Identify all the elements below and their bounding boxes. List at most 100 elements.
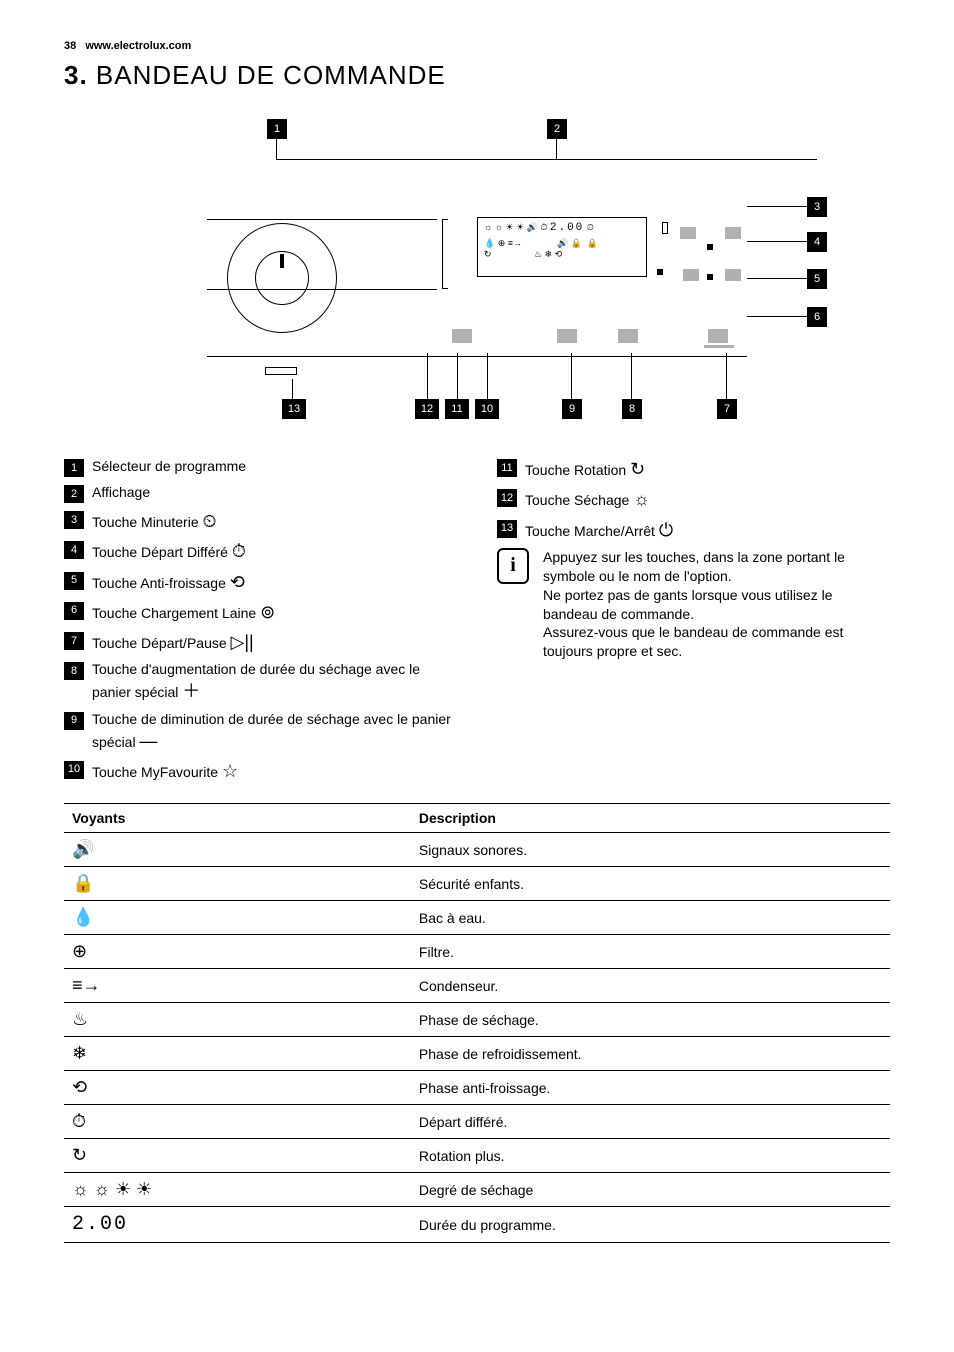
voyant-desc: Bac à eau. bbox=[411, 901, 890, 935]
legend-item: 10Touche MyFavourite ☆ bbox=[64, 759, 457, 783]
legend-icon: ↻ bbox=[630, 457, 645, 481]
grey-button bbox=[557, 329, 577, 343]
knob-pointer bbox=[280, 254, 284, 268]
legend-item: 9Touche de diminution de durée de séchag… bbox=[64, 710, 457, 753]
voyant-icon: ⊕ bbox=[72, 941, 87, 962]
legend-icon: ☆ bbox=[222, 759, 238, 783]
callout-12: 12 bbox=[415, 399, 439, 419]
legend-num: 13 bbox=[497, 520, 517, 538]
legend-text: Touche Minuterie ⏲ bbox=[92, 509, 457, 533]
grey-block bbox=[680, 227, 696, 239]
callout-line bbox=[571, 353, 572, 399]
voyant-icon: ⟲ bbox=[72, 1077, 87, 1098]
bracket bbox=[442, 219, 448, 289]
info-text: Appuyez sur les touches, dans la zone po… bbox=[543, 548, 890, 661]
voyant-desc: Phase de refroidissement. bbox=[411, 1037, 890, 1071]
callout-line bbox=[427, 353, 428, 399]
legend-text: Touche MyFavourite ☆ bbox=[92, 759, 457, 783]
voyant-icon-cell: 2.00 bbox=[64, 1207, 411, 1243]
legend-num: 5 bbox=[64, 572, 84, 590]
voyant-desc: Filtre. bbox=[411, 935, 890, 969]
voyant-icon: ☼ ☼ ☀ ☀ bbox=[72, 1179, 152, 1200]
table-row: ⊕ Filtre. bbox=[64, 935, 890, 969]
section-title: 3. BANDEAU DE COMMANDE bbox=[64, 60, 890, 91]
voyant-icon-cell: ☼ ☼ ☀ ☀ bbox=[64, 1173, 411, 1207]
voyant-desc: Durée du programme. bbox=[411, 1207, 890, 1243]
callout-3: 3 bbox=[807, 197, 827, 217]
callout-8: 8 bbox=[622, 399, 642, 419]
callout-6: 6 bbox=[807, 307, 827, 327]
legend-item: 4Touche Départ Différé ⏱ bbox=[64, 539, 457, 563]
legend-icon: ＋ bbox=[182, 679, 200, 703]
legend-num: 11 bbox=[497, 459, 517, 477]
dot bbox=[707, 244, 713, 250]
voyant-icon-cell: 💧 bbox=[64, 901, 411, 935]
legend-icon: — bbox=[139, 729, 157, 753]
legend-item: 5Touche Anti-froissage ⟲ bbox=[64, 570, 457, 594]
legend-num: 9 bbox=[64, 712, 84, 730]
site-url: www.electrolux.com bbox=[85, 40, 191, 52]
legend-text: Touche Départ Différé ⏱ bbox=[92, 539, 457, 563]
legend-item: 12Touche Séchage ☼ bbox=[497, 487, 890, 511]
callout-4: 4 bbox=[807, 232, 827, 252]
callout-9: 9 bbox=[562, 399, 582, 419]
voyant-desc: Rotation plus. bbox=[411, 1139, 890, 1173]
knob-center bbox=[255, 251, 309, 305]
legend: 1Sélecteur de programme2Affichage3Touche… bbox=[64, 457, 890, 789]
callout-line bbox=[276, 139, 277, 159]
table-row: ❄ Phase de refroidissement. bbox=[64, 1037, 890, 1071]
callout-line bbox=[747, 278, 807, 279]
grey-button bbox=[708, 329, 728, 343]
page-header: 38 www.electrolux.com bbox=[64, 40, 890, 52]
callout-11: 11 bbox=[445, 399, 469, 419]
dot bbox=[657, 269, 663, 275]
callout-line bbox=[457, 353, 458, 399]
legend-num: 7 bbox=[64, 632, 84, 650]
voyant-icon-cell: ⊕ bbox=[64, 935, 411, 969]
callout-line bbox=[747, 206, 807, 207]
table-row: 2.00Durée du programme. bbox=[64, 1207, 890, 1243]
voyant-desc: Condenseur. bbox=[411, 969, 890, 1003]
legend-item: 1Sélecteur de programme bbox=[64, 457, 457, 477]
voyant-desc: Degré de séchage bbox=[411, 1173, 890, 1207]
legend-item: 6Touche Chargement Laine ⊚ bbox=[64, 600, 457, 624]
grey-block bbox=[725, 227, 741, 239]
display-panel: ☼ ☼ ☀ ☀ 🔊 ⏱ 2.00 ⏲ 💧 ⊕ ≡→ 🔊 🔒 🔒 ↻ ♨ ❄ ⟲ bbox=[477, 217, 647, 277]
callout-line bbox=[556, 159, 817, 160]
voyant-desc: Phase anti-froissage. bbox=[411, 1071, 890, 1105]
legend-item: 8Touche d'augmentation de durée du sécha… bbox=[64, 660, 457, 703]
voyants-table: Voyants Description 🔊Signaux sonores.🔒Sé… bbox=[64, 803, 890, 1243]
legend-icon: ⊚ bbox=[260, 600, 275, 624]
callout-2: 2 bbox=[547, 119, 567, 139]
voyant-icon: ≡→ bbox=[72, 975, 101, 996]
display-icons-row2: 💧 ⊕ ≡→ 🔊 🔒 🔒 bbox=[478, 238, 646, 249]
info-box: i Appuyez sur les touches, dans la zone … bbox=[497, 548, 890, 661]
display-icons-row: ☼ ☼ ☀ ☀ 🔊 ⏱ 2.00 ⏲ bbox=[478, 218, 646, 238]
legend-icon: ⏱ bbox=[232, 539, 246, 563]
display-icons-row3: ↻ ♨ ❄ ⟲ bbox=[478, 249, 646, 260]
voyant-icon: ❄ bbox=[72, 1043, 87, 1064]
legend-text: Touche Départ/Pause ▷|| bbox=[92, 630, 457, 654]
legend-icon: ⏲ bbox=[203, 509, 217, 533]
th-voyants: Voyants bbox=[64, 804, 411, 833]
callout-line bbox=[726, 353, 727, 399]
th-description: Description bbox=[411, 804, 890, 833]
legend-item: 7 Touche Départ/Pause ▷|| bbox=[64, 630, 457, 654]
legend-icon: ⟲ bbox=[230, 570, 245, 594]
section-number: 3. bbox=[64, 60, 88, 90]
legend-text: Affichage bbox=[92, 483, 457, 502]
legend-item: 11Touche Rotation ↻ bbox=[497, 457, 890, 481]
legend-icon: ☼ bbox=[633, 487, 650, 511]
dot bbox=[707, 274, 713, 280]
legend-num: 12 bbox=[497, 489, 517, 507]
voyant-icon-cell: ≡→ bbox=[64, 969, 411, 1003]
callout-13: 13 bbox=[282, 399, 306, 419]
voyant-icon: 🔊 bbox=[72, 839, 94, 860]
legend-left-col: 1Sélecteur de programme2Affichage3Touche… bbox=[64, 457, 457, 789]
table-row: ⟲ Phase anti-froissage. bbox=[64, 1071, 890, 1105]
voyant-desc: Phase de séchage. bbox=[411, 1003, 890, 1037]
callout-line bbox=[631, 353, 632, 399]
control-panel-diagram: 1 2 3 4 5 6 13 12 11 10 9 8 7 ☼ ☼ ☀ ☀ 🔊 … bbox=[127, 119, 827, 439]
voyant-icon-cell: ⟲ bbox=[64, 1071, 411, 1105]
legend-text: Touche Marche/Arrêt ⏻ bbox=[525, 518, 890, 542]
